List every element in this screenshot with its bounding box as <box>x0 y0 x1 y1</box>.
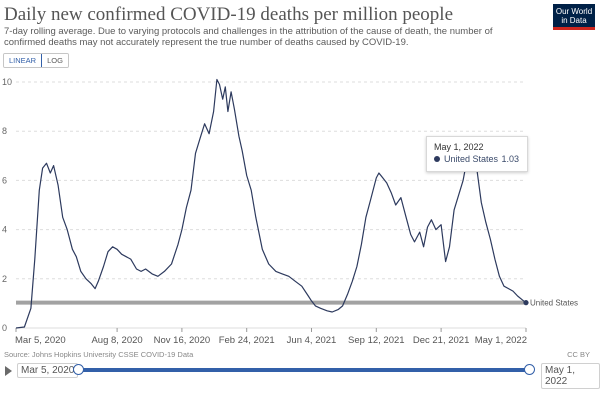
x-tick-label: Jun 4, 2021 <box>287 335 337 346</box>
owid-logo[interactable]: Our World in Data <box>553 4 595 30</box>
timeline-start-handle[interactable] <box>73 364 84 375</box>
tooltip: May 1, 2022 United States 1.03 <box>426 136 528 172</box>
x-tick-label: Mar 5, 2020 <box>15 335 66 346</box>
line-chart: 0 2 4 6 8 10 Mar 5, 2020 Aug 8, 2020 Nov 16, 202… <box>2 77 578 346</box>
tooltip-series-dot <box>434 156 440 162</box>
logo-line-1: Our World <box>555 7 593 16</box>
y-tick-label: 0 <box>2 323 7 333</box>
source-note[interactable]: Source: Johns Hopkins University CSSE CO… <box>4 350 194 359</box>
scale-toggle: LINEAR LOG <box>3 53 69 68</box>
timeline-end-handle[interactable] <box>524 364 535 375</box>
series-end-point <box>523 300 529 306</box>
y-tick-label: 10 <box>2 77 12 87</box>
tooltip-value: 1.03 <box>501 154 519 164</box>
logo-line-2: in Data <box>561 16 587 25</box>
play-icon[interactable] <box>5 366 12 376</box>
y-tick-label: 4 <box>2 225 7 235</box>
timeline: Mar 5, 2020 May 1, 2022 <box>0 360 600 389</box>
linear-scale-button[interactable]: LINEAR <box>3 54 43 67</box>
timeline-start-label: Mar 5, 2020 <box>17 363 79 378</box>
x-tick-label: Nov 16, 2020 <box>154 335 211 346</box>
x-tick-label: Dec 21, 2021 <box>413 335 470 346</box>
tooltip-date: May 1, 2022 <box>434 142 484 152</box>
y-tick-label: 8 <box>2 126 7 136</box>
x-tick-label: May 1, 2022 <box>475 335 527 346</box>
license-link[interactable]: CC BY <box>567 350 590 359</box>
x-tick-label: Aug 8, 2020 <box>91 335 142 346</box>
y-tick-label: 6 <box>2 175 7 185</box>
chart-title: Daily new confirmed COVID-19 deaths per … <box>4 4 454 25</box>
chart-subtitle: 7-day rolling average. Due to varying pr… <box>4 26 493 48</box>
timeline-end-label: May 1, 2022 <box>541 363 600 389</box>
log-scale-button[interactable]: LOG <box>42 54 68 67</box>
tooltip-series-name: United States <box>444 154 499 164</box>
series-line <box>15 78 527 329</box>
x-tick-label: Sep 12, 2021 <box>348 335 405 346</box>
y-tick-label: 2 <box>2 274 7 284</box>
x-tick-label: Feb 24, 2021 <box>219 335 275 346</box>
timeline-track[interactable] <box>77 368 529 372</box>
series-end-label: United States <box>530 299 578 308</box>
